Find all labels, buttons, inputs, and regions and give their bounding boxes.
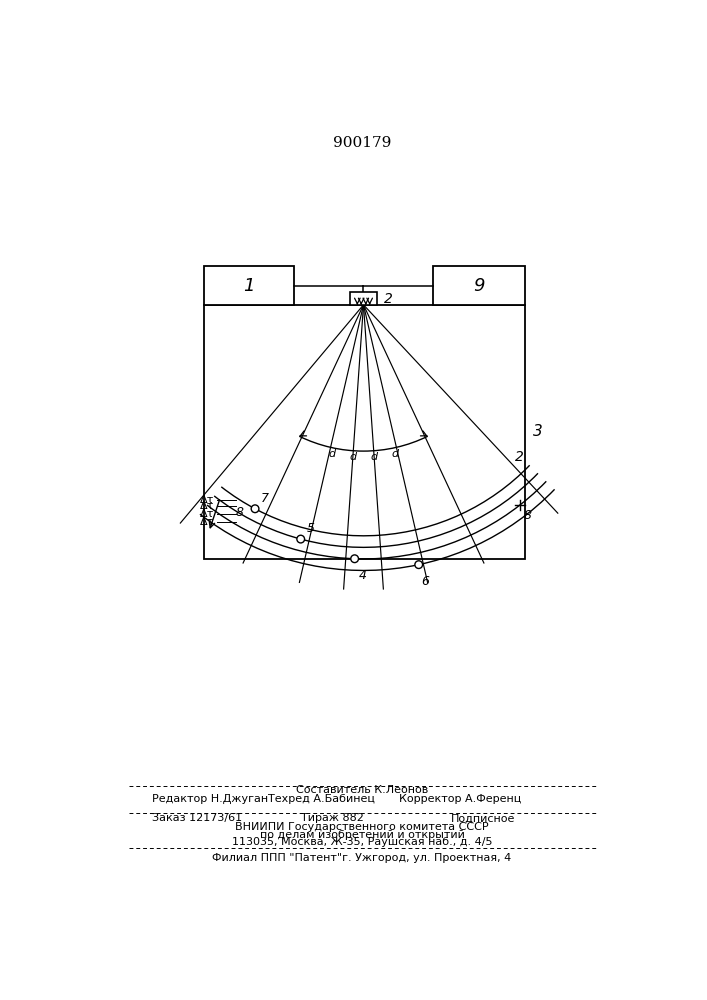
Text: 2: 2 xyxy=(383,292,392,306)
Text: Δτ: Δτ xyxy=(200,501,214,511)
Text: d: d xyxy=(328,449,335,459)
Circle shape xyxy=(415,561,423,568)
Text: d: d xyxy=(349,452,356,462)
Text: 1: 1 xyxy=(243,277,255,295)
Text: 9: 9 xyxy=(473,277,485,295)
Text: Корректор А.Ференц: Корректор А.Ференц xyxy=(399,794,521,804)
Text: Δτ: Δτ xyxy=(200,509,214,519)
Text: Подписное: Подписное xyxy=(450,813,515,823)
Bar xyxy=(204,266,294,305)
Text: 5: 5 xyxy=(307,522,315,535)
Text: Заказ 12173/61: Заказ 12173/61 xyxy=(152,813,242,823)
Text: 900179: 900179 xyxy=(333,136,391,150)
Bar xyxy=(350,292,378,305)
Text: 3: 3 xyxy=(533,424,543,439)
Text: 113035, Москва, Ж-35, Раушская наб., д. 4/5: 113035, Москва, Ж-35, Раушская наб., д. … xyxy=(232,837,492,847)
Text: Δτ: Δτ xyxy=(200,495,214,505)
Bar xyxy=(433,266,525,305)
Text: 6: 6 xyxy=(421,575,429,588)
Text: Редактор Н.Джуган: Редактор Н.Джуган xyxy=(152,794,268,804)
Text: Техред А.Бабинец: Техред А.Бабинец xyxy=(268,794,375,804)
Bar xyxy=(204,305,525,559)
Text: Составитель К.Леонов: Составитель К.Леонов xyxy=(296,785,428,795)
Text: 2: 2 xyxy=(515,450,523,464)
Text: по делам изобретений и открытий: по делам изобретений и открытий xyxy=(259,830,464,840)
Text: d: d xyxy=(370,452,378,462)
Text: ВНИИПИ Государственного комитета СССР: ВНИИПИ Государственного комитета СССР xyxy=(235,822,489,832)
Circle shape xyxy=(351,555,358,563)
Text: 7: 7 xyxy=(261,492,269,505)
Text: Δτ: Δτ xyxy=(200,517,214,527)
Text: 8: 8 xyxy=(235,506,244,519)
Text: 8: 8 xyxy=(524,509,532,522)
Text: Филиал ППП "Патент"г. Ужгород, ул. Проектная, 4: Филиал ППП "Патент"г. Ужгород, ул. Проек… xyxy=(212,853,512,863)
Circle shape xyxy=(297,535,305,543)
Text: 4: 4 xyxy=(358,569,366,582)
Text: Тираж 882: Тираж 882 xyxy=(301,813,364,823)
Circle shape xyxy=(251,505,259,513)
Text: d: d xyxy=(392,449,399,459)
